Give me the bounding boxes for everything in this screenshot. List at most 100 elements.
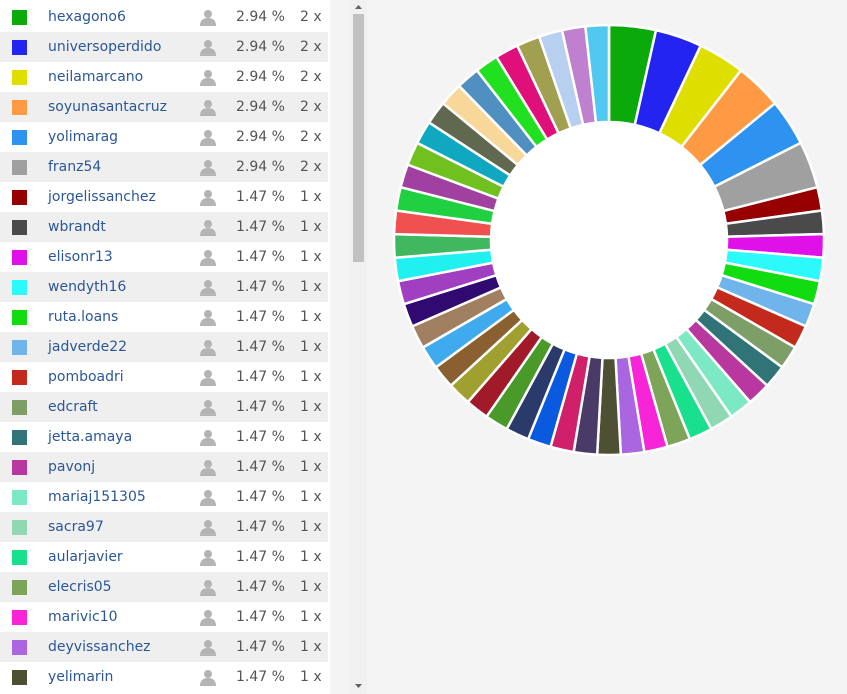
color-swatch bbox=[12, 340, 27, 355]
color-swatch bbox=[12, 460, 27, 475]
color-swatch bbox=[12, 10, 27, 25]
percent: 2.94 % bbox=[236, 39, 285, 55]
user-name[interactable]: pomboadri bbox=[48, 369, 124, 385]
user-name[interactable]: wendyth16 bbox=[48, 279, 127, 295]
user-name[interactable]: aularjavier bbox=[48, 549, 123, 565]
scroll-thumb[interactable] bbox=[353, 14, 364, 262]
list-row: marivic10 1.47 % 1 x bbox=[0, 602, 328, 632]
votes: 1 x bbox=[300, 489, 322, 505]
list-row: universoperdido 2.94 % 2 x bbox=[0, 32, 328, 62]
votes: 2 x bbox=[300, 159, 322, 175]
user-name[interactable]: edcraft bbox=[48, 399, 98, 415]
user-icon bbox=[199, 429, 217, 450]
user-name[interactable]: soyunasantacruz bbox=[48, 99, 167, 115]
percent: 1.47 % bbox=[236, 249, 285, 265]
user-icon bbox=[199, 339, 217, 360]
color-swatch bbox=[12, 220, 27, 235]
user-name[interactable]: jadverde22 bbox=[48, 339, 128, 355]
user-name[interactable]: elecris05 bbox=[48, 579, 112, 595]
list-row: yelimarin 1.47 % 1 x bbox=[0, 662, 328, 692]
votes: 1 x bbox=[300, 279, 322, 295]
votes: 1 x bbox=[300, 459, 322, 475]
percent: 1.47 % bbox=[236, 279, 285, 295]
percent: 1.47 % bbox=[236, 549, 285, 565]
list-row: elisonr13 1.47 % 1 x bbox=[0, 242, 328, 272]
user-name[interactable]: franz54 bbox=[48, 159, 102, 175]
votes: 1 x bbox=[300, 639, 322, 655]
user-icon bbox=[199, 69, 217, 90]
user-name[interactable]: jorgelissanchez bbox=[48, 189, 156, 205]
scrollbar[interactable] bbox=[350, 0, 367, 694]
votes: 1 x bbox=[300, 399, 322, 415]
percent: 1.47 % bbox=[236, 219, 285, 235]
user-icon bbox=[199, 369, 217, 390]
votes: 1 x bbox=[300, 519, 322, 535]
list-row: franz54 2.94 % 2 x bbox=[0, 152, 328, 182]
list-row: edcraft 1.47 % 1 x bbox=[0, 392, 328, 422]
list-row: ruta.loans 1.47 % 1 x bbox=[0, 302, 328, 332]
user-name[interactable]: ruta.loans bbox=[48, 309, 119, 325]
color-swatch bbox=[12, 130, 27, 145]
user-name[interactable]: elisonr13 bbox=[48, 249, 113, 265]
user-name[interactable]: deyvissanchez bbox=[48, 639, 151, 655]
color-swatch bbox=[12, 100, 27, 115]
list-row: soyunasantacruz 2.94 % 2 x bbox=[0, 92, 328, 122]
percent: 1.47 % bbox=[236, 189, 285, 205]
votes: 1 x bbox=[300, 369, 322, 385]
percent: 1.47 % bbox=[236, 309, 285, 325]
user-icon bbox=[199, 399, 217, 420]
user-icon bbox=[199, 669, 217, 690]
list-row: jetta.amaya 1.47 % 1 x bbox=[0, 422, 328, 452]
votes: 2 x bbox=[300, 99, 322, 115]
list-row: aularjavier 1.47 % 1 x bbox=[0, 542, 328, 572]
percent: 1.47 % bbox=[236, 399, 285, 415]
percent: 2.94 % bbox=[236, 69, 285, 85]
votes: 1 x bbox=[300, 219, 322, 235]
list-row: yolimarag 2.94 % 2 x bbox=[0, 122, 328, 152]
donut-chart bbox=[392, 23, 826, 457]
user-icon bbox=[199, 39, 217, 60]
user-name[interactable]: marivic10 bbox=[48, 609, 118, 625]
color-swatch bbox=[12, 580, 27, 595]
percent: 1.47 % bbox=[236, 489, 285, 505]
percent: 1.47 % bbox=[236, 609, 285, 625]
votes: 2 x bbox=[300, 39, 322, 55]
percent: 1.47 % bbox=[236, 669, 285, 685]
list-row: jorgelissanchez 1.47 % 1 x bbox=[0, 182, 328, 212]
user-name[interactable]: wbrandt bbox=[48, 219, 106, 235]
user-name[interactable]: universoperdido bbox=[48, 39, 162, 55]
list-row: neilamarcano 2.94 % 2 x bbox=[0, 62, 328, 92]
votes: 1 x bbox=[300, 339, 322, 355]
votes: 1 x bbox=[300, 309, 322, 325]
user-name[interactable]: sacra97 bbox=[48, 519, 104, 535]
user-icon bbox=[199, 129, 217, 150]
percent: 1.47 % bbox=[236, 579, 285, 595]
percent: 2.94 % bbox=[236, 99, 285, 115]
percent: 1.47 % bbox=[236, 429, 285, 445]
user-name[interactable]: hexagono6 bbox=[48, 9, 126, 25]
donut-hole bbox=[491, 122, 727, 358]
percent: 2.94 % bbox=[236, 129, 285, 145]
color-swatch bbox=[12, 430, 27, 445]
list-row: elecris05 1.47 % 1 x bbox=[0, 572, 328, 602]
color-swatch bbox=[12, 550, 27, 565]
color-swatch bbox=[12, 400, 27, 415]
color-swatch bbox=[12, 610, 27, 625]
percent: 1.47 % bbox=[236, 639, 285, 655]
color-swatch bbox=[12, 370, 27, 385]
votes: 1 x bbox=[300, 579, 322, 595]
color-swatch bbox=[12, 40, 27, 55]
user-icon bbox=[199, 459, 217, 480]
user-name[interactable]: jetta.amaya bbox=[48, 429, 133, 445]
list-row: pavonj 1.47 % 1 x bbox=[0, 452, 328, 482]
user-name[interactable]: mariaj151305 bbox=[48, 489, 146, 505]
user-name[interactable]: yelimarin bbox=[48, 669, 114, 685]
user-name[interactable]: yolimarag bbox=[48, 129, 119, 145]
votes: 2 x bbox=[300, 9, 322, 25]
user-name[interactable]: neilamarcano bbox=[48, 69, 144, 85]
user-name[interactable]: pavonj bbox=[48, 459, 96, 475]
user-icon bbox=[199, 99, 217, 120]
user-icon bbox=[199, 219, 217, 240]
list-row: jadverde22 1.47 % 1 x bbox=[0, 332, 328, 362]
